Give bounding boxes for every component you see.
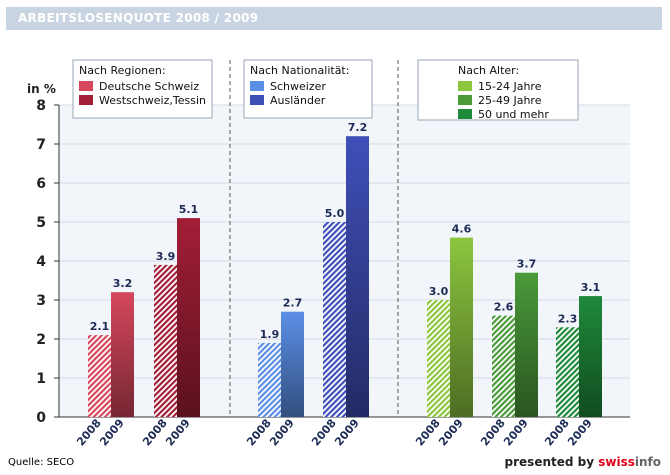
bar	[450, 237, 473, 417]
x-tick-label: 2009	[501, 417, 531, 449]
x-tick-label: 2009	[97, 417, 127, 449]
x-tick-label: 2009	[163, 417, 193, 449]
x-tick-label: 2008	[542, 417, 572, 449]
brand-info: info	[634, 455, 661, 469]
legend-swatch	[250, 95, 264, 105]
bar	[177, 218, 200, 417]
legend-title: Nach Alter:	[458, 64, 519, 77]
legend-box	[417, 59, 579, 121]
legend-label: 25-49 Jahre	[478, 94, 542, 107]
bar-value-label: 2.3	[558, 312, 578, 325]
legend-box	[243, 59, 373, 119]
bar	[111, 292, 134, 417]
legend-swatch	[458, 95, 472, 105]
legend-swatch	[458, 109, 472, 119]
legend-label: Schweizer	[270, 80, 326, 93]
bar-value-label: 4.6	[452, 223, 472, 236]
bar	[579, 296, 602, 417]
bar-value-label: 2.1	[90, 320, 110, 333]
x-tick-label: 2009	[436, 417, 466, 449]
legend-swatch	[79, 95, 93, 105]
y-tick-label: 5	[36, 215, 46, 231]
bar	[556, 327, 579, 417]
y-tick-label: 3	[36, 293, 46, 309]
x-tick-label: 2009	[332, 417, 362, 449]
x-tick-label: 2008	[413, 417, 443, 449]
bar-value-label: 3.2	[113, 277, 133, 290]
chart-title: ARBEITSLOSENQUOTE 2008 / 2009	[18, 11, 259, 25]
title-bar: ARBEITSLOSENQUOTE 2008 / 2009	[6, 7, 662, 30]
bar-value-label: 5.1	[179, 203, 199, 216]
y-tick-label: 1	[36, 371, 46, 387]
source-note: Quelle: SECO	[8, 457, 75, 468]
bar	[427, 300, 450, 417]
y-tick-label: 7	[36, 137, 46, 153]
bar	[281, 311, 304, 417]
brand-swiss: swiss	[598, 455, 635, 469]
y-tick-label: 0	[36, 410, 46, 426]
y-tick-label: 6	[36, 176, 46, 192]
x-tick-label: 2009	[267, 417, 297, 449]
x-tick-label: 2008	[244, 417, 274, 449]
bar	[154, 264, 177, 417]
y-tick-label: 8	[36, 98, 46, 114]
bar	[88, 335, 111, 417]
bar-value-label: 3.7	[517, 258, 537, 271]
legend-box	[72, 59, 213, 119]
y-axis-label: in %	[27, 82, 56, 96]
bar-value-label: 2.6	[494, 301, 514, 314]
y-tick-label: 2	[36, 332, 46, 348]
legend-label: 15-24 Jahre	[478, 80, 542, 93]
legend-swatch	[458, 81, 472, 91]
bar-value-label: 7.2	[348, 121, 368, 134]
bar	[492, 315, 515, 417]
presented-by-prefix: presented by	[504, 455, 599, 469]
bar-value-label: 1.9	[260, 328, 280, 341]
legend-label: Westschweiz,Tessin	[99, 94, 206, 107]
x-tick-label: 2008	[74, 417, 104, 449]
legend-swatch	[79, 81, 93, 91]
bar-value-label: 3.1	[581, 281, 601, 294]
bar-value-label: 5.0	[325, 207, 345, 220]
legend-title: Nach Regionen:	[79, 64, 166, 77]
x-tick-label: 2009	[565, 417, 595, 449]
bar	[346, 136, 369, 417]
legend-label: 50 und mehr	[478, 108, 549, 121]
bar	[323, 222, 346, 417]
legend-label: Deutsche Schweiz	[99, 80, 199, 93]
bar-value-label: 2.7	[283, 297, 303, 310]
bar	[515, 272, 538, 417]
bar-value-label: 3.9	[156, 250, 176, 263]
bar	[258, 342, 281, 417]
x-tick-label: 2008	[140, 417, 170, 449]
bar-value-label: 3.0	[429, 285, 449, 298]
x-tick-label: 2008	[478, 417, 508, 449]
legend-swatch	[250, 81, 264, 91]
legend-label: Ausländer	[270, 94, 326, 107]
x-tick-label: 2008	[309, 417, 339, 449]
legend-title: Nach Nationalität:	[250, 64, 349, 77]
y-tick-label: 4	[36, 254, 46, 270]
presented-by: presented by swissinfo	[505, 455, 661, 469]
